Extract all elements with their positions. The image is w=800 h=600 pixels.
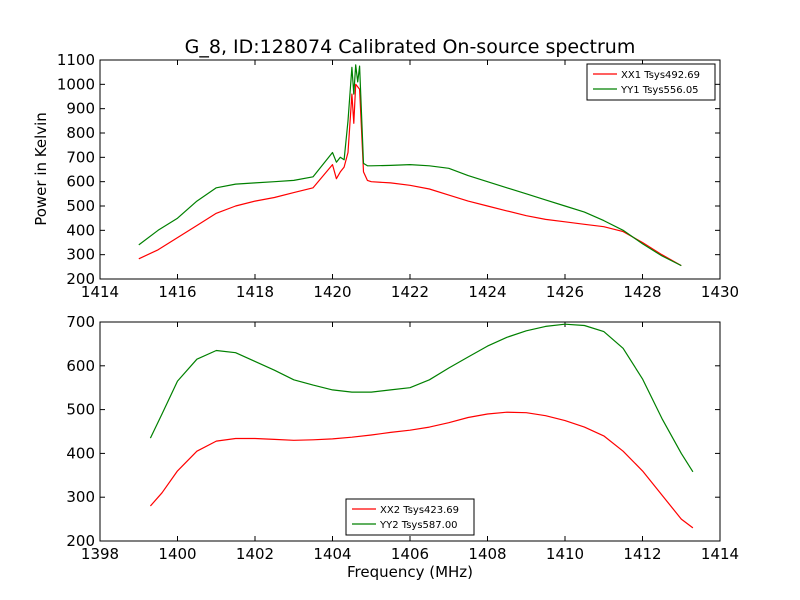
x-tick-label: 1422 xyxy=(391,283,429,301)
y-tick-label: 900 xyxy=(66,100,95,118)
x-tick-label: 1414 xyxy=(81,283,119,301)
top-spectrum-panel: 1414 1416 1418 1420 1422 1424 1426 1428 1430 200 3… xyxy=(57,51,739,301)
y-tick-label: 1000 xyxy=(57,75,95,93)
legend: XX2 Tsys423.69 YY2 Tsys587.00 xyxy=(345,498,475,536)
x-tick-label: 1400 xyxy=(158,545,196,563)
x-tick-label: 1404 xyxy=(313,545,351,563)
x-tick-label: 1420 xyxy=(313,283,351,301)
y-tick-label: 1100 xyxy=(57,51,95,69)
legend-label: XX2 Tsys423.69 xyxy=(380,505,459,516)
x-tick-label: 1412 xyxy=(623,545,661,563)
x-tick-label: 1406 xyxy=(391,545,429,563)
y-tick-label: 300 xyxy=(66,246,95,264)
y-tick-label: 400 xyxy=(66,221,95,239)
x-tick-label: 1416 xyxy=(158,283,196,301)
x-axis-label: Frequency (MHz) xyxy=(347,563,473,581)
legend-box xyxy=(586,63,716,101)
y-tick-label: 600 xyxy=(66,357,95,375)
x-tick-label: 1408 xyxy=(468,545,506,563)
series-line-xx xyxy=(138,83,682,267)
x-tick-label: 1428 xyxy=(623,283,661,301)
x-tick-label: 1426 xyxy=(546,283,584,301)
y-tick-label: 600 xyxy=(66,173,95,191)
series-line-yy xyxy=(138,64,682,267)
series-line-yy xyxy=(149,323,694,473)
x-tick-label: 1418 xyxy=(236,283,274,301)
chart-title: G_8, ID:128074 Calibrated On-source spec… xyxy=(185,36,636,58)
x-tick-label: 1430 xyxy=(701,283,739,301)
legend-label: YY1 Tsys556.05 xyxy=(620,85,699,96)
legend-box xyxy=(345,498,475,536)
y-tick-label: 200 xyxy=(66,532,95,550)
x-tick-label: 1402 xyxy=(236,545,274,563)
legend-label: XX1 Tsys492.69 xyxy=(621,70,700,81)
series-line-xx xyxy=(149,411,694,529)
x-tick-label: 1424 xyxy=(468,283,506,301)
x-tick-label: 1398 xyxy=(81,545,119,563)
legend: XX1 Tsys492.69 YY1 Tsys556.05 xyxy=(586,63,716,101)
legend-label: YY2 Tsys587.00 xyxy=(379,520,458,531)
y-tick-label: 200 xyxy=(66,270,95,288)
y-tick-label: 400 xyxy=(66,444,95,462)
bottom-spectrum-panel: 1398 1400 1402 1404 1406 1408 1410 1412 1414 200 3… xyxy=(66,313,739,563)
y-axis-label: Power in Kelvin xyxy=(32,112,50,226)
y-tick-label: 800 xyxy=(66,124,95,142)
y-tick-label: 300 xyxy=(66,488,95,506)
y-tick-label: 700 xyxy=(66,313,95,331)
x-tick-label: 1414 xyxy=(701,545,739,563)
y-tick-label: 500 xyxy=(66,401,95,419)
y-tick-label: 500 xyxy=(66,197,95,215)
x-tick-label: 1410 xyxy=(546,545,584,563)
y-tick-label: 700 xyxy=(66,148,95,166)
